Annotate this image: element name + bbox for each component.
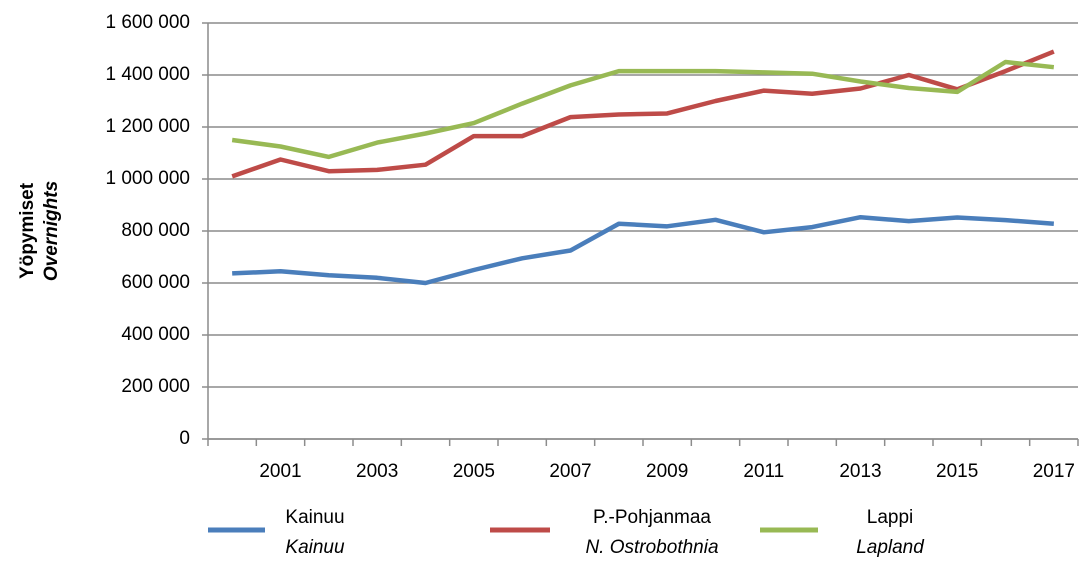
x-tick-label: 2009	[646, 461, 688, 482]
y-tick-label: 1 600 000	[105, 12, 190, 33]
x-tick-label: 2011	[743, 461, 784, 482]
y-tick-label: 600 000	[121, 272, 190, 293]
legend-label-en: N. Ostrobothnia	[585, 537, 718, 558]
y-tick-label: 400 000	[121, 324, 190, 345]
y-label: Yöpymiset	[17, 182, 38, 279]
x-tick-label: 2017	[1033, 461, 1075, 482]
legend-label-en: Kainuu	[285, 537, 345, 558]
x-tick-label: 2013	[839, 461, 881, 482]
line-series	[231, 59, 1055, 160]
legend-label: P.-Pohjanmaa	[593, 507, 711, 528]
legend-label: Lappi	[867, 507, 914, 528]
y-tick-label: 1 400 000	[105, 64, 190, 85]
y-tick-label: 1 000 000	[105, 168, 190, 189]
x-tick-label: 2015	[936, 461, 978, 482]
y-label-en: Overnights	[41, 181, 62, 281]
y-tick-label: 200 000	[121, 376, 190, 397]
legend-label-en: Lapland	[856, 537, 925, 558]
line-series	[232, 214, 1054, 286]
x-tick-label: 2001	[259, 461, 301, 482]
line-series	[231, 49, 1055, 179]
x-tick-label: 2005	[453, 461, 495, 482]
y-tick-label: 800 000	[121, 220, 190, 241]
legend-label: Kainuu	[285, 507, 344, 528]
x-tick-label: 2007	[549, 461, 591, 482]
x-tick-label: 2003	[356, 461, 398, 482]
y-tick-label: 0	[179, 428, 190, 449]
y-axis-label: Yöpymiset Overnights	[17, 181, 62, 281]
y-tick-label: 1 200 000	[105, 116, 190, 137]
